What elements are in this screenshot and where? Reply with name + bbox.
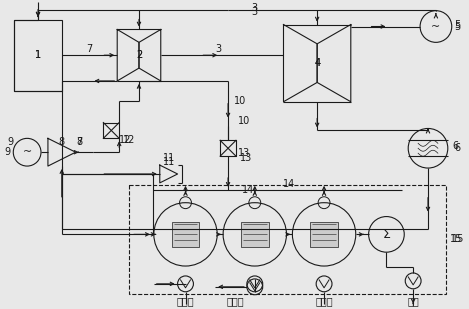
Text: 4: 4 [314,58,320,68]
Text: ~: ~ [23,147,32,157]
Text: 12: 12 [123,135,135,145]
Bar [172,222,199,247]
Text: 11: 11 [163,153,175,163]
Text: 海水: 海水 [407,296,419,306]
Bar [310,222,338,247]
Bar [129,185,446,294]
Text: 5: 5 [454,22,461,32]
Text: Σ: Σ [383,228,390,241]
Text: 8: 8 [59,137,65,147]
Text: 2: 2 [136,50,142,60]
Text: 1: 1 [35,50,41,60]
Text: 9: 9 [7,137,14,147]
Text: 3: 3 [215,44,221,54]
Text: 13: 13 [240,153,252,163]
Text: 15: 15 [449,234,462,244]
Text: 15: 15 [452,234,464,244]
Text: 6: 6 [453,141,459,151]
Text: 11: 11 [163,157,175,167]
Text: 蒸馏水: 蒸馏水 [315,296,333,306]
Text: 1: 1 [35,50,41,60]
Text: 10: 10 [238,116,250,125]
Text: 凝结水: 凝结水 [177,296,194,306]
Text: 10: 10 [234,96,246,106]
Bar [241,222,269,247]
Text: 3: 3 [252,3,258,13]
Text: 7: 7 [86,44,92,54]
Text: 14: 14 [242,185,254,195]
Text: 7: 7 [76,137,83,147]
Text: 浓盐水: 浓盐水 [226,296,244,306]
Text: ~: ~ [431,22,440,32]
Text: 6: 6 [454,143,461,153]
Text: 5: 5 [454,19,461,30]
Text: 3: 3 [252,7,258,17]
Bar [14,19,62,91]
Text: 9: 9 [4,147,10,157]
Text: 12: 12 [119,135,131,145]
Text: 13: 13 [238,148,250,158]
Text: 2: 2 [136,50,142,60]
Text: 14: 14 [283,179,295,189]
Text: 4: 4 [314,58,320,68]
Text: 8: 8 [76,137,83,147]
